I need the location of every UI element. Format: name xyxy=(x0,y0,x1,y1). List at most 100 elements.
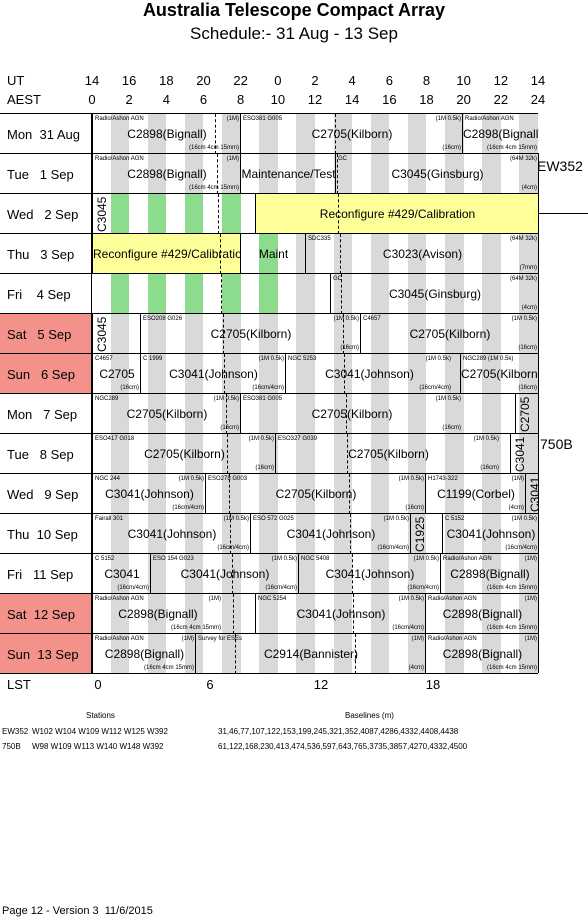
hour-band xyxy=(370,274,390,314)
hour-band xyxy=(184,474,204,514)
note-label: (16cm 4cm 15mm) xyxy=(486,665,537,671)
hour-band xyxy=(110,154,130,194)
schedule-block[interactable]: NGC 244 (1M 0.5k) C3041(Johnson) (16cm/4cm) xyxy=(92,474,206,514)
schedule-block[interactable]: ESO381 G005 (1M 0.5k) C2705(Kilborn) (16cm) xyxy=(240,114,463,154)
hour-band xyxy=(407,594,427,634)
note-label: (16cm/4cm) xyxy=(505,545,537,551)
schedule-block[interactable]: NGC289 (1M 0.5k) C2705(Kilborn) (16cm) xyxy=(92,394,241,434)
schedule-block[interactable]: Radio/Ashon AGN (1M) C2898(Bignall) (16cm 4… xyxy=(92,154,241,194)
day-row: NGC289 (1M 0.5k) C2705(Kilborn) (16cm) ESO38… xyxy=(0,393,538,434)
schedule-block[interactable]: GC (64M 32k) C3045(Ginsburg) (4cm) xyxy=(330,274,539,314)
note-label: (16cm/4cm) xyxy=(265,585,297,591)
note-label: (16cm 4cm 15mm) xyxy=(188,145,239,151)
schedule-block[interactable]: C4657 (1M 0.5k) C2705(Kilborn) (16cm) xyxy=(360,314,539,354)
schedule-block[interactable]: NGC289 (1M 0.5k) C2705(Kilborn) (16cm) xyxy=(460,354,539,394)
schedule-block[interactable]: C4657 C2705 (16cm) xyxy=(92,354,141,394)
note-label: (16cm) xyxy=(405,505,424,511)
hour-band xyxy=(407,514,427,554)
page-footer: Page 12 - Version 3 11/6/2015 xyxy=(2,905,153,917)
project-label: C2705(Kilborn) xyxy=(311,127,393,141)
schedule-block[interactable]: C 5152 (1M 0.5k) C3041(Johnson) (16cm/4cm) xyxy=(442,514,539,554)
lst-hour-label: 6 xyxy=(206,677,214,692)
hour-band xyxy=(147,554,167,594)
schedule-block[interactable]: ESO327 G039 (1M 0.5k) C2705(Kilborn) (16cm) xyxy=(275,434,501,474)
ut-hour-label: 8 xyxy=(422,73,431,88)
schedule-block[interactable]: C 1999 (1M 0.5k) C3041(Johnson) (16cm/4cm) xyxy=(140,354,286,394)
schedule-block[interactable]: Fairall 301 (1M 0.5k) C3041(Johnson) (16cm/… xyxy=(92,514,251,554)
config-750b-label: 750B xyxy=(540,436,573,452)
schedule-block[interactable]: C2705 xyxy=(515,394,539,434)
schedule-block[interactable]: ESO208 G026 (1M 0.5k) C2705(Kilborn) (16cm) xyxy=(140,314,361,354)
source-label: ESO 572 G025 xyxy=(253,516,294,522)
project-label: C2705(Kilborn) xyxy=(126,407,208,421)
schedule-block[interactable]: Reconfigure #429/Calibration xyxy=(92,234,241,274)
aest-hour-label: 6 xyxy=(199,92,208,107)
schedule-block[interactable]: ESO381 G005 (1M 0.5k) C2705(Kilborn) (16cm) xyxy=(240,394,463,434)
schedule-block[interactable]: H1743-322 (1M) C1199(Corbel) (4cm) xyxy=(425,474,526,514)
hour-band xyxy=(110,314,130,354)
day-row: Radio/Ashon AGN (1M) C2898(Bignall) (16cm 4… xyxy=(0,153,538,194)
band-label: (1M 0.5k) xyxy=(258,356,284,362)
note-label: (16cm) xyxy=(442,145,461,151)
schedule-block[interactable]: ESO 572 G025 (1M 0.5k) C3041(Johnson) (16cm… xyxy=(250,514,411,554)
aest-hour-label: 10 xyxy=(270,92,286,107)
band-label: (1M 0.5k) xyxy=(435,116,461,122)
schedule-block[interactable]: NGC 5254 (1M 0.5k) C3041(Johnson) (16cm/4cm… xyxy=(255,594,426,634)
hour-band xyxy=(296,314,315,354)
schedule-block[interactable]: C3041 xyxy=(525,474,539,514)
day-label: Fri 11 Sep xyxy=(0,554,92,594)
hour-band xyxy=(482,474,501,514)
hour-band xyxy=(482,234,501,274)
schedule-block[interactable]: Radio/Ashon AGN (1M) C2898(Bignall) (16cm 4… xyxy=(425,634,539,674)
schedule-block[interactable]: Maintenance/Test xyxy=(240,154,336,194)
hour-band xyxy=(519,154,538,194)
hour-band xyxy=(370,354,390,394)
schedule-block[interactable]: Radio/Ashon AGN C2898(Bignall) (16cm 4cm 1… xyxy=(462,114,539,154)
schedule-block[interactable]: NGC 5408 (1M 0.5k) C3041(Johnson) (16cm/4cm… xyxy=(298,554,441,594)
schedule-block[interactable]: ESO417 G018 (1M 0.5k) C2705(Kilborn) (16cm) xyxy=(92,434,276,474)
project-label: Maintenance/Test xyxy=(241,167,336,181)
schedule-block[interactable]: ESO 154 G023 (1M 0.5k) C3041(Johnson) (16cm… xyxy=(150,554,299,594)
aest-hour-label: 4 xyxy=(162,92,170,107)
source-label: ESO417 G018 xyxy=(95,436,135,442)
hour-band xyxy=(184,154,204,194)
schedule-block[interactable]: Radio/Ashon AGN (1M) C2898(Bignall) (16cm 4… xyxy=(425,594,539,634)
schedule-block[interactable]: C1925 xyxy=(410,514,443,554)
source-label: ESO208 G026 xyxy=(143,316,183,322)
lst-label: LST xyxy=(7,677,31,692)
schedule-block[interactable]: C 5152 C3041 (16cm/4cm) xyxy=(92,554,151,594)
schedule-block[interactable]: C3041 xyxy=(510,434,539,474)
lst-midnight-line xyxy=(335,114,336,154)
schedule-block[interactable]: Maint xyxy=(240,234,306,274)
hour-band xyxy=(445,634,464,674)
project-label: C2705(Kilborn) xyxy=(461,367,539,381)
schedule-block[interactable]: Radio/Ashon AGN (1M) C2898(Bignall) (16cm 4… xyxy=(92,114,241,154)
hour-band xyxy=(370,514,390,554)
source-label: GC xyxy=(338,156,347,162)
schedule-block[interactable]: Radio/Ashon AGN (1M) C2898(Bignall) (16cm 4… xyxy=(92,634,196,674)
schedule-block[interactable]: SDC335 (64M 32k) C3023(Avison) (7mm) xyxy=(305,234,539,274)
schedule-block[interactable]: Survey for ESEs (1M) C2914(Bannister) (4cm) xyxy=(195,634,426,674)
schedule-block[interactable]: NGC 5253 (1M 0.5k) C3041(Johnson) (16cm/4cm… xyxy=(285,354,453,394)
schedule-block[interactable]: C3045 xyxy=(92,194,111,234)
schedule-block[interactable]: C3045 xyxy=(92,314,111,354)
hour-band xyxy=(110,514,130,554)
note-label: (16cm/4cm) xyxy=(252,385,284,391)
source-label: NGC 244 xyxy=(95,476,121,482)
schedule-block[interactable]: ESO278 G003 (1M 0.5k) C2705(Kilborn) (16cm) xyxy=(205,474,426,514)
hour-band xyxy=(296,634,315,674)
stations-header: Stations xyxy=(86,711,115,720)
schedule-block[interactable]: GC (64M 32k) C3045(Ginsburg) (4cm) xyxy=(335,154,539,194)
schedule-block[interactable]: Reconfigure #429/Calibration xyxy=(255,194,539,234)
hour-band xyxy=(370,394,390,434)
lst-hour-label: 12 xyxy=(313,677,329,692)
note-label: (16cm 4cm 15mm) xyxy=(486,145,537,151)
ut-hour-label: 14 xyxy=(84,73,100,88)
hour-band xyxy=(333,234,353,274)
hour-band xyxy=(184,514,204,554)
hour-band xyxy=(184,274,204,314)
ut-hour-label: 16 xyxy=(121,73,137,88)
schedule-block[interactable]: Radio/Ashon AGN (1M) C2898(Bignall) (16cm 4… xyxy=(92,594,223,634)
schedule-block[interactable]: Radio/Ashon AGN (1M) C2898(Bignall) (16cm 4… xyxy=(440,554,539,594)
hour-band xyxy=(482,154,501,194)
